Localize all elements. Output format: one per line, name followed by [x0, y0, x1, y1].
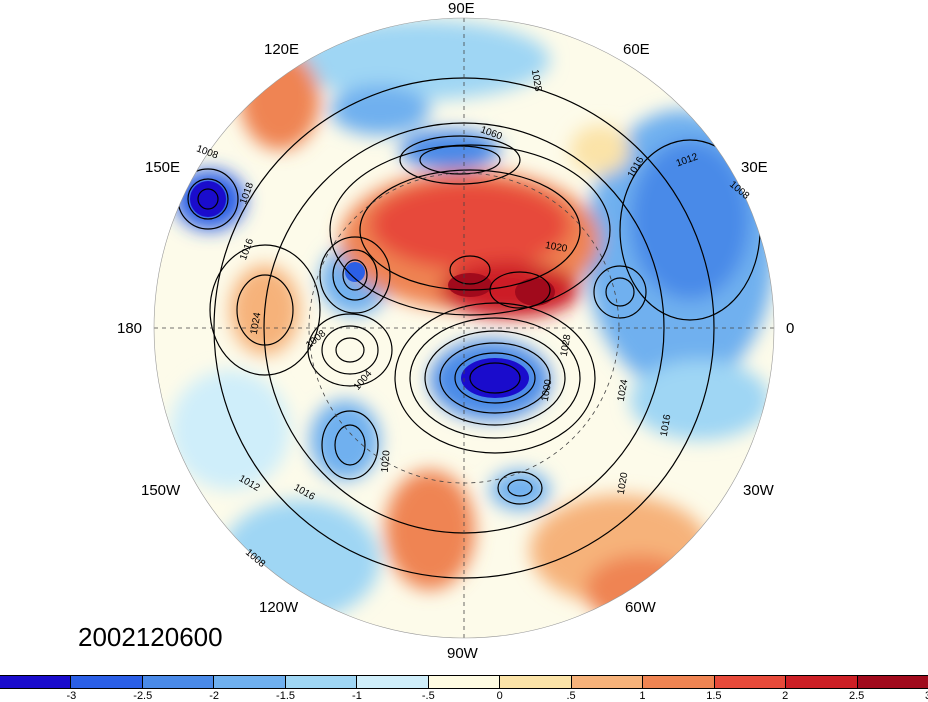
colorbar-tick-label: 2.5 — [848, 690, 865, 702]
colorbar-tick-label: 1 — [639, 690, 646, 702]
date-stamp: 2002120600 — [78, 622, 223, 652]
colorbar-segment — [714, 676, 787, 688]
colorbar-tick-label: 3 — [925, 690, 928, 702]
lon-label-150e: 150E — [145, 159, 181, 176]
colorbar-tick-label: 0 — [496, 690, 503, 702]
lon-label-0: 0 — [786, 320, 795, 337]
colorbar-tick-label: 2 — [782, 690, 789, 702]
lon-label-180: 180 — [117, 320, 143, 337]
lon-label-150w: 150W — [141, 482, 181, 499]
colorbar — [0, 675, 928, 689]
colorbar-segment — [500, 676, 572, 688]
map-boundary — [153, 17, 775, 639]
colorbar-segment — [857, 676, 928, 688]
colorbar-segment — [142, 676, 215, 688]
lon-label-30e: 30E — [741, 159, 768, 176]
lon-label-90w: 90W — [447, 645, 478, 662]
colorbar-tick-label: -2.5 — [133, 690, 153, 702]
colorbar-segment — [285, 676, 358, 688]
colorbar-tick-label: -2 — [209, 690, 220, 702]
colorbar-tick-label: -3 — [66, 690, 77, 702]
colorbar-tick-label: -1 — [352, 690, 362, 702]
lon-label-60w: 60W — [625, 599, 656, 616]
colorbar-tick-label: -.5 — [421, 690, 435, 702]
colorbar-segment — [786, 676, 858, 688]
colorbar-tick-label: 1.5 — [706, 690, 722, 702]
graticule — [154, 18, 774, 638]
colorbar-segment — [0, 676, 72, 688]
colorbar-segment — [428, 676, 501, 688]
colorbar-tick-label: -1.5 — [276, 690, 296, 702]
colorbar-segment — [571, 676, 644, 688]
lon-label-30w: 30W — [743, 482, 774, 499]
colorbar-segment — [643, 676, 715, 688]
lon-label-120w: 120W — [259, 599, 299, 616]
lon-label-90e: 90E — [448, 0, 475, 17]
lon-label-120e: 120E — [264, 41, 300, 58]
colorbar-segment — [71, 676, 143, 688]
colorbar-segment — [357, 676, 429, 688]
colorbar-segment — [214, 676, 286, 688]
colorbar-tick-label: .5 — [566, 690, 576, 702]
lon-label-60e: 60E — [623, 41, 650, 58]
